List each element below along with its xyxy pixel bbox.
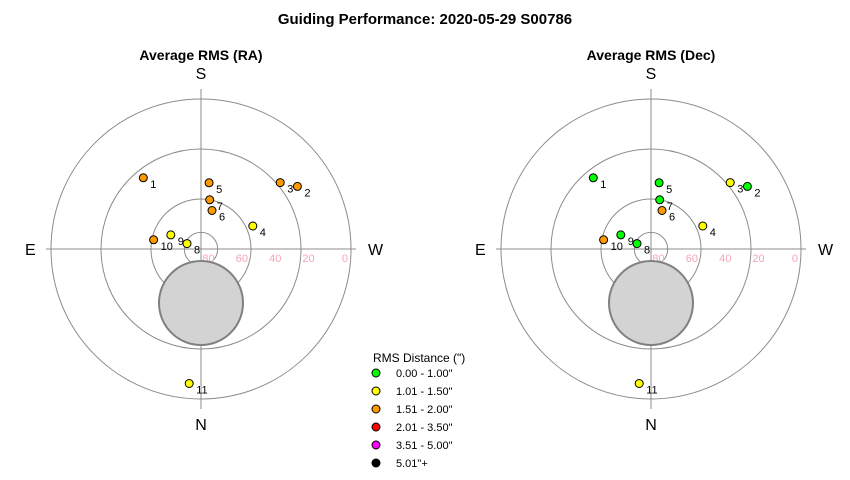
data-point-6 xyxy=(207,206,217,215)
altitude-tick-label: 20 xyxy=(752,253,764,265)
data-point-3 xyxy=(725,178,735,188)
data-point-label: 6 xyxy=(669,212,675,224)
moon-marker xyxy=(158,260,244,346)
data-point-10 xyxy=(599,235,609,245)
legend-label: 3.51 - 5.00" xyxy=(396,440,453,452)
data-point-1 xyxy=(588,173,598,183)
data-point-label: 7 xyxy=(217,201,223,213)
data-point-label: 5 xyxy=(666,184,672,196)
data-point-7 xyxy=(205,195,215,205)
data-point-label: 1 xyxy=(150,179,156,191)
altitude-tick-label: 60 xyxy=(236,253,248,265)
data-point-11 xyxy=(634,379,644,388)
data-point-label: 7 xyxy=(667,201,673,213)
data-point-4 xyxy=(698,221,708,231)
figure-title: Guiding Performance: 2020-05-29 S00786 xyxy=(278,11,572,28)
data-point-7 xyxy=(655,195,665,205)
data-point-5 xyxy=(654,178,664,188)
altitude-tick-label: 40 xyxy=(269,253,281,265)
data-point-label: 4 xyxy=(710,227,716,239)
data-point-label: 9 xyxy=(178,236,184,248)
data-point-label: 11 xyxy=(196,385,207,397)
data-point-label: 8 xyxy=(644,245,650,257)
legend-swatch xyxy=(371,440,381,450)
direction-label-bottom: N xyxy=(645,417,657,434)
data-point-label: 6 xyxy=(219,212,225,224)
direction-label-left: E xyxy=(25,242,36,259)
legend-label: 2.01 - 3.50" xyxy=(396,422,453,434)
legend-items: 0.00 - 1.00" 1.01 - 1.50" 1.51 - 2.00" 2.01… xyxy=(371,368,453,470)
direction-label-right: W xyxy=(368,242,384,259)
data-point-5 xyxy=(204,178,214,188)
data-point-label: 11 xyxy=(646,385,657,397)
data-point-4 xyxy=(248,221,258,231)
data-point-label: 4 xyxy=(260,227,266,239)
data-point-9 xyxy=(166,230,176,240)
data-point-label: 10 xyxy=(611,241,623,253)
legend-swatch xyxy=(371,404,381,414)
data-point-label: 3 xyxy=(287,184,293,196)
data-point-label: 2 xyxy=(754,187,760,199)
legend-swatch xyxy=(371,368,381,378)
data-point-11 xyxy=(184,379,194,388)
legend-swatch xyxy=(371,422,381,432)
data-point-label: 2 xyxy=(304,187,310,199)
direction-label-bottom: N xyxy=(195,417,207,434)
data-point-10 xyxy=(149,235,159,245)
data-point-label: 10 xyxy=(161,241,173,253)
altitude-tick-label: 20 xyxy=(302,253,314,265)
direction-label-top: S xyxy=(196,66,207,83)
data-point-9 xyxy=(616,230,626,240)
data-point-2 xyxy=(292,181,302,191)
legend-label: 0.00 - 1.00" xyxy=(396,368,453,380)
direction-label-left: E xyxy=(475,242,486,259)
data-point-2 xyxy=(742,181,752,191)
legend-label: 1.01 - 1.50" xyxy=(396,386,453,398)
legend: RMS Distance (") 0.00 - 1.00" 1.01 - 1.50… xyxy=(371,351,465,470)
moon-marker xyxy=(608,260,694,346)
legend-swatch xyxy=(371,386,381,396)
altitude-tick-label: 0 xyxy=(342,253,348,265)
legend-swatch xyxy=(371,458,381,468)
altitude-tick-label: 40 xyxy=(719,253,731,265)
legend-label: 5.01"+ xyxy=(396,458,428,470)
data-point-8 xyxy=(632,239,642,249)
subplot-title: Average RMS (Dec) xyxy=(587,47,716,63)
data-point-label: 8 xyxy=(194,245,200,257)
data-point-6 xyxy=(657,206,667,215)
direction-label-top: S xyxy=(646,66,657,83)
altitude-tick-label: 0 xyxy=(792,253,798,265)
legend-title: RMS Distance (") xyxy=(373,351,465,365)
subplot-title: Average RMS (RA) xyxy=(139,47,262,63)
data-point-label: 1 xyxy=(600,179,606,191)
data-point-label: 9 xyxy=(628,236,634,248)
altitude-tick-label: 60 xyxy=(686,253,698,265)
data-point-label: 3 xyxy=(737,184,743,196)
data-point-3 xyxy=(275,178,285,188)
data-point-8 xyxy=(182,239,192,249)
direction-label-right: W xyxy=(818,242,834,259)
legend-label: 1.51 - 2.00" xyxy=(396,404,453,416)
data-point-label: 5 xyxy=(216,184,222,196)
data-point-1 xyxy=(138,173,148,183)
